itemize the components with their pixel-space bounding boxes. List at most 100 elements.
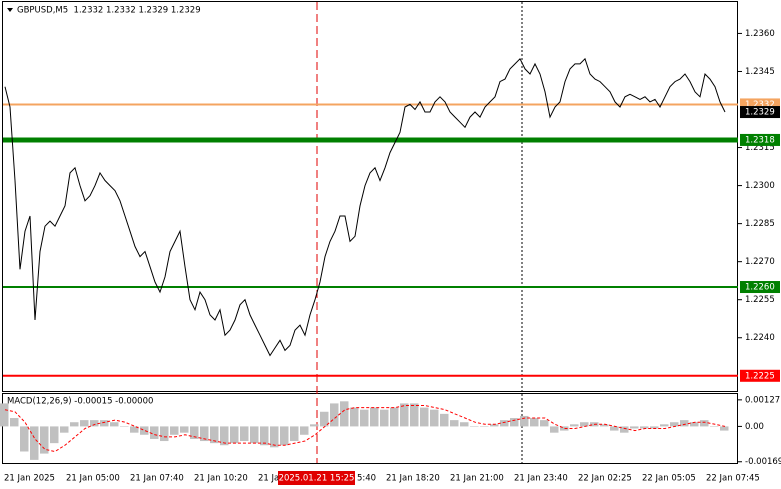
macd-bar (520, 415, 529, 427)
macd-bar (200, 426, 209, 442)
y-tick-label: -0.00169 (745, 457, 781, 467)
macd-bar (350, 407, 359, 427)
macd-bar (710, 426, 719, 427)
macd-bar (310, 424, 319, 427)
macd-bar (390, 407, 399, 427)
macd-bar (460, 422, 469, 427)
macd-bar (650, 426, 659, 429)
macd-bar (630, 426, 639, 429)
macd-bar (280, 426, 289, 446)
y-tick-label: 0.00127 (745, 395, 780, 405)
macd-bar (580, 422, 589, 427)
x-tick-label: 5:40 (357, 474, 376, 484)
macd-bar (420, 407, 429, 427)
macd-bar (120, 426, 129, 427)
macd-bar (620, 426, 629, 433)
y-tick-label: 1.2240 (745, 333, 775, 343)
macd-bar (180, 426, 189, 433)
macd-bar (720, 426, 729, 431)
macd-bar (700, 420, 709, 427)
macd-bar (70, 422, 79, 427)
macd-bar (240, 426, 249, 442)
macd-bar (190, 426, 199, 439)
macd-bar (660, 424, 669, 427)
macd-bar (60, 426, 69, 433)
macd-bar (360, 409, 369, 427)
macd-bar (260, 426, 269, 446)
macd-bar (370, 407, 379, 427)
macd-bar (470, 426, 479, 427)
y-tick-label: 1.2315 (745, 143, 775, 153)
macd-bar (110, 422, 119, 427)
macd-bar (300, 426, 309, 435)
level-label: 1.2332 (745, 100, 775, 110)
macd-bar (230, 426, 239, 444)
chart-title: GBPUSD,M5 1.2332 1.2332 1.2329 1.2329 (17, 6, 201, 16)
x-tick-label: 21 Jan 10:20 (194, 474, 248, 484)
macd-bar (30, 426, 39, 460)
x-tick-label: 21 Jan 23:40 (514, 474, 568, 484)
macd-bar (210, 426, 219, 444)
macd-bar (320, 411, 329, 427)
x-tick-label: 21 Jan 18:20 (386, 474, 440, 484)
macd-bar (440, 413, 449, 427)
level-label: 1.2318 (745, 135, 775, 145)
y-tick-label: 0.00 (745, 422, 764, 432)
y-tick-label: 1.2345 (745, 67, 775, 77)
macd-bar (220, 426, 229, 446)
macd-bar (250, 426, 259, 444)
x-tick-label: 21 Jan 05:00 (66, 474, 120, 484)
macd-bar (640, 426, 649, 429)
level-label-box (740, 133, 780, 146)
title-arrow (7, 8, 13, 12)
x-tick-label: 22 Jan 07:45 (706, 474, 760, 484)
macd-bar (50, 426, 59, 444)
macd-bar (510, 418, 519, 427)
macd-bar (40, 426, 49, 454)
macd-bar (400, 403, 409, 427)
macd-bar (560, 426, 569, 431)
y-tick-label: 1.2360 (745, 29, 775, 39)
level-label: 1.2225 (745, 371, 775, 381)
x-tick-label: 21 Ja (258, 474, 279, 484)
macd-bar (680, 420, 689, 427)
last-price-label: 1.2329 (745, 108, 775, 118)
price-line (4, 57, 726, 357)
macd-title: MACD(12,26,9) -0.00015 -0.00000 (7, 397, 153, 407)
macd-bar (610, 426, 619, 431)
y-tick-label: 1.2270 (745, 257, 775, 267)
last-price-box (740, 106, 780, 119)
signal-line (4, 405, 726, 453)
macd-bar (330, 403, 339, 427)
macd-bar (450, 420, 459, 427)
macd-bar (410, 403, 419, 427)
macd-bar (430, 409, 439, 427)
macd-bar (270, 426, 279, 448)
y-tick-label: 1.2255 (745, 295, 775, 305)
macd-bar (10, 418, 19, 427)
y-tick-label: 1.2300 (745, 181, 775, 191)
x-tick-label: 21 Jan 2025 (4, 474, 55, 484)
macd-bar (540, 420, 549, 427)
macd-bar (160, 426, 169, 442)
x-tick-label: 21 Jan 07:40 (130, 474, 184, 484)
macd-bar (80, 420, 89, 427)
level-label-box (740, 281, 780, 294)
macd-bar (600, 424, 609, 427)
macd-bar (20, 426, 29, 452)
x-tick-label: 22 Jan 02:25 (578, 474, 632, 484)
macd-bar (90, 420, 99, 427)
macd-bar (570, 424, 579, 427)
y-tick-label: 1.2285 (745, 219, 775, 229)
macd-panel-frame (2, 393, 738, 464)
x-tick-label: 21 Jan 21:00 (450, 474, 504, 484)
macd-bar (530, 418, 539, 427)
level-label-box (740, 369, 780, 382)
x-tick-label: 22 Jan 05:05 (642, 474, 696, 484)
macd-bar (690, 422, 699, 427)
macd-bar (140, 426, 149, 435)
level-label: 1.2260 (745, 283, 775, 293)
macd-bar (130, 426, 139, 433)
